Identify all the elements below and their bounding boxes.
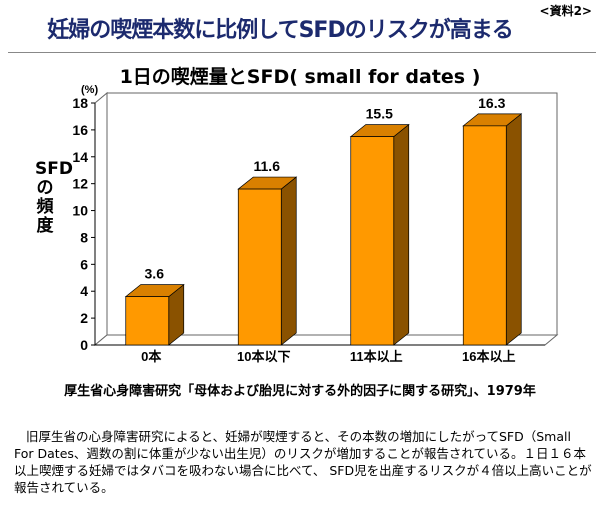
data-label: 11.6 xyxy=(254,158,281,174)
bar xyxy=(350,136,395,346)
divider xyxy=(8,52,596,53)
y-tick-label: 2 xyxy=(80,310,88,326)
x-tick-label: 11本以上 xyxy=(350,349,403,364)
data-label: 16.3 xyxy=(478,95,505,111)
y-tick-label: 0 xyxy=(80,337,88,353)
y-tick-label: 14 xyxy=(72,149,88,165)
document-label: <資料2> xyxy=(539,4,592,18)
bar xyxy=(237,188,282,346)
x-tick-label: 0本 xyxy=(141,349,161,364)
source-citation: 厚生省心身障害研究「母体および胎児に対する外的因子に関する研究」、1979年 xyxy=(64,384,536,399)
body-text: 旧厚生省の心身障害研究によると、妊婦が喫煙すると、その本数の増加にしたがってSF… xyxy=(14,429,592,495)
bar xyxy=(125,296,170,346)
bar-side xyxy=(280,176,297,346)
y-tick-label: 12 xyxy=(72,176,88,192)
y-tick-label: 10 xyxy=(72,203,88,219)
x-tick-label: 16本以上 xyxy=(462,349,515,364)
y-unit-label: (%) xyxy=(81,84,98,96)
chart-title: 1日の喫煙量とSFD( small for dates ) xyxy=(119,66,481,88)
bar-side xyxy=(393,123,410,346)
y-axis-label: SFDの頻度 xyxy=(35,159,73,236)
y-tick-label: 4 xyxy=(80,283,88,299)
data-label: 15.5 xyxy=(366,106,393,122)
x-tick-label: 10本以下 xyxy=(237,349,290,364)
bar-side xyxy=(505,113,522,346)
bar xyxy=(462,125,507,346)
data-label: 3.6 xyxy=(145,266,165,282)
bar-chart: 0 2 4 6 8 10 12 14 16 18(%) 3.6 0本 11.6 10本以下 15.5 11本以… xyxy=(72,84,559,364)
y-tick-label: 16 xyxy=(72,122,88,138)
y-tick-label: 6 xyxy=(80,256,88,272)
y-tick-label: 8 xyxy=(80,229,88,245)
left-wall xyxy=(94,91,108,347)
main-title: 妊婦の喫煙本数に比例してSFDのリスクが高まる xyxy=(47,18,513,43)
y-tick-label: 18 xyxy=(72,95,88,111)
